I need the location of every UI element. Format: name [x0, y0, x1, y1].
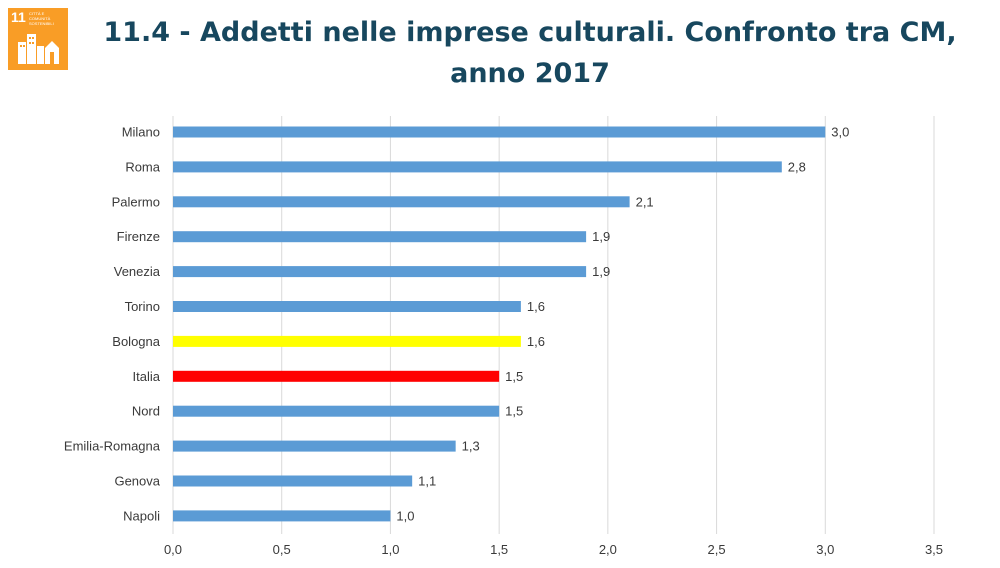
value-label: 1,9 [592, 229, 610, 244]
x-tick-label: 1,0 [381, 542, 399, 557]
value-label: 1,6 [527, 334, 545, 349]
category-label: Torino [125, 299, 160, 314]
x-tick-label: 0,5 [273, 542, 291, 557]
x-tick-label: 2,5 [708, 542, 726, 557]
sdg-11-badge: 11 CITTÀ E COMUNITÀ SOSTENIBILI [8, 8, 68, 70]
category-label: Palermo [112, 194, 160, 209]
category-label: Italia [133, 369, 161, 384]
category-label: Bologna [112, 334, 160, 349]
x-tick-label: 3,5 [925, 542, 943, 557]
category-label: Venezia [114, 264, 161, 279]
bar [173, 510, 391, 522]
category-label: Milano [122, 125, 160, 140]
value-label: 1,5 [505, 369, 523, 384]
category-label: Napoli [123, 508, 160, 523]
chart-title: 11.4 - Addetti nelle imprese culturali. … [80, 12, 980, 94]
value-label: 1,1 [418, 474, 436, 489]
bar [173, 440, 456, 452]
badge-text: CITTÀ E COMUNITÀ SOSTENIBILI [29, 11, 54, 26]
category-label: Roma [125, 159, 160, 174]
category-label: Firenze [117, 229, 160, 244]
title-line-1: 11.4 - Addetti nelle imprese culturali. … [103, 17, 957, 48]
x-tick-label: 0,0 [164, 542, 182, 557]
category-label: Emilia-Romagna [64, 439, 161, 454]
bar [173, 301, 521, 312]
bar [173, 475, 413, 487]
badge-number: 11 [11, 9, 26, 25]
value-label: 1,3 [462, 439, 480, 454]
bar [173, 405, 500, 417]
value-label: 2,1 [636, 194, 654, 209]
value-label: 2,8 [788, 159, 806, 174]
x-tick-label: 1,5 [490, 542, 508, 557]
bar [173, 126, 826, 138]
value-label: 1,5 [505, 404, 523, 419]
bar [173, 231, 587, 243]
category-label: Genova [114, 474, 160, 489]
sustainable-cities-icon [18, 34, 59, 64]
title-line-2: anno 2017 [450, 58, 610, 89]
bar [173, 370, 500, 382]
bar [173, 161, 782, 173]
value-label: 1,9 [592, 264, 610, 279]
x-tick-label: 2,0 [599, 542, 617, 557]
bar [173, 196, 630, 208]
value-label: 1,6 [527, 299, 545, 314]
x-tick-label: 3,0 [816, 542, 834, 557]
value-label: 3,0 [831, 125, 849, 140]
value-label: 1,0 [396, 508, 414, 523]
bar [173, 335, 521, 347]
category-label: Nord [132, 404, 160, 419]
bar [173, 266, 587, 278]
